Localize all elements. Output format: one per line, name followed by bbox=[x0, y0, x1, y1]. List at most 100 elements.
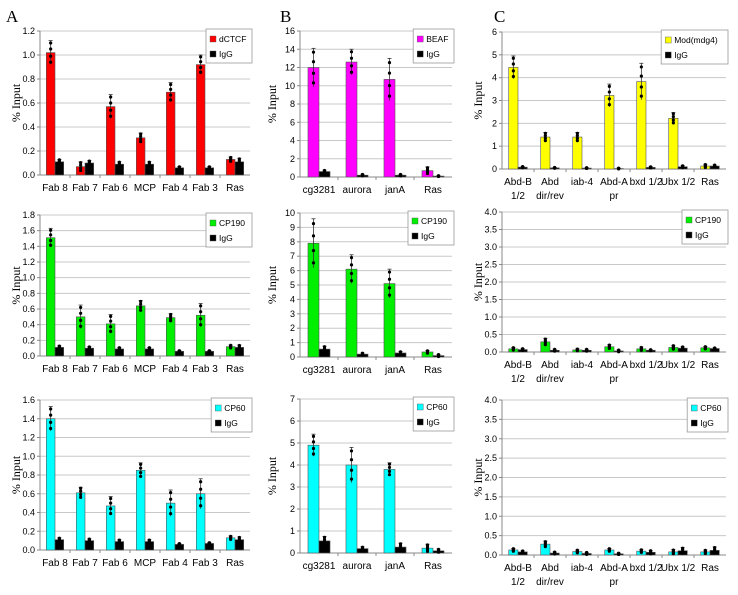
data-point bbox=[425, 171, 430, 176]
legend-label: CP190 bbox=[421, 216, 447, 226]
data-point bbox=[607, 103, 611, 107]
y-tick-label: 1.5 bbox=[484, 492, 497, 502]
x-category-label: Ras bbox=[701, 177, 719, 188]
chart-panel-3: 0 1 2 3 4 5 6 % Input C Abd-B 1/2 Abd dir/rev iab-4 Ab… bbox=[471, 7, 729, 202]
x-category-label: pr bbox=[610, 577, 620, 588]
data-point bbox=[79, 489, 83, 493]
data-point bbox=[109, 95, 113, 99]
data-point bbox=[511, 69, 515, 73]
legend-swatch bbox=[214, 419, 222, 427]
legend-label: IgG bbox=[224, 418, 238, 428]
bar-cp190 bbox=[136, 305, 146, 357]
data-point bbox=[49, 407, 53, 411]
data-point bbox=[311, 261, 316, 265]
legend-swatch bbox=[685, 216, 693, 224]
data-point bbox=[49, 47, 53, 51]
data-point bbox=[109, 101, 113, 105]
data-point bbox=[117, 348, 121, 352]
y-tick-label: 6 bbox=[290, 416, 295, 426]
data-point bbox=[177, 543, 181, 547]
y-axis-label: % Input bbox=[9, 266, 23, 305]
data-point bbox=[109, 496, 113, 501]
chart-panel-1: 0.0 0.2 0.4 0.6 0.8 1.0 1.2 % Input A Fab 8 Fab 7 F… bbox=[6, 7, 253, 194]
y-axis-label: % Input bbox=[9, 455, 23, 494]
data-point bbox=[79, 166, 83, 170]
data-point bbox=[387, 84, 392, 88]
y-tick-label: 1.5 bbox=[484, 295, 497, 305]
data-point bbox=[199, 480, 203, 484]
data-point bbox=[49, 54, 53, 58]
data-point bbox=[79, 311, 83, 315]
data-point bbox=[49, 238, 53, 243]
data-point bbox=[139, 134, 143, 138]
y-tick-label: 5 bbox=[290, 280, 295, 290]
x-category-label: Fab 8 bbox=[42, 183, 68, 194]
data-point bbox=[109, 501, 113, 505]
data-point bbox=[49, 426, 53, 431]
data-point bbox=[349, 477, 354, 481]
data-point bbox=[713, 165, 717, 169]
data-point bbox=[117, 164, 121, 168]
legend-label: IgG bbox=[219, 49, 233, 59]
data-point bbox=[109, 108, 113, 112]
y-tick-label: 9 bbox=[290, 222, 295, 232]
legend-swatch bbox=[411, 232, 419, 240]
data-point bbox=[169, 93, 173, 97]
data-point bbox=[639, 74, 643, 78]
y-tick-label: 1.0 bbox=[22, 451, 35, 461]
y-tick-label: 2 bbox=[290, 323, 295, 333]
x-category-label: Ras bbox=[226, 183, 244, 194]
y-tick-label: 6 bbox=[290, 117, 295, 127]
y-tick-label: 1 bbox=[290, 526, 295, 536]
y-axis-label: % Input bbox=[471, 458, 485, 497]
data-point bbox=[585, 349, 589, 353]
x-category-label: iab-4 bbox=[571, 177, 594, 188]
data-point bbox=[511, 56, 515, 60]
x-category-label: Ras bbox=[701, 360, 719, 371]
data-point bbox=[229, 537, 233, 541]
data-point bbox=[387, 286, 392, 290]
data-point bbox=[199, 504, 203, 508]
data-point bbox=[109, 319, 113, 323]
y-tick-label: 0.2 bbox=[22, 146, 35, 156]
data-point bbox=[139, 137, 143, 141]
data-point bbox=[575, 131, 579, 135]
chart-panel-4: 0.0 0.2 0.4 0.6 0.8 1.0 1.2 1.4 1.6 1.8 % Input Fab… bbox=[9, 210, 253, 375]
data-point bbox=[398, 352, 403, 356]
data-point bbox=[109, 114, 113, 118]
data-point bbox=[109, 314, 113, 318]
x-category-label: Abd-B bbox=[504, 360, 532, 371]
x-category-label: Ubx 1/2 bbox=[661, 177, 696, 188]
data-point bbox=[387, 270, 392, 274]
data-point bbox=[139, 302, 143, 306]
bar-dctcf bbox=[45, 52, 56, 176]
data-point bbox=[169, 505, 173, 509]
legend-swatch bbox=[209, 234, 217, 242]
data-point bbox=[109, 507, 113, 511]
data-point bbox=[387, 469, 392, 473]
x-category-label: Abd-B bbox=[504, 563, 532, 574]
legend-swatch bbox=[209, 35, 217, 43]
data-point bbox=[139, 466, 143, 470]
y-tick-label: 12 bbox=[285, 63, 295, 73]
y-tick-label: 0.0 bbox=[484, 347, 497, 357]
x-category-label: iab-4 bbox=[571, 563, 594, 574]
y-tick-label: 1.6 bbox=[22, 226, 35, 236]
y-tick-label: 2.5 bbox=[484, 260, 497, 270]
data-point bbox=[229, 159, 233, 163]
y-tick-label: 4 bbox=[290, 294, 295, 304]
legend-swatch bbox=[411, 217, 419, 225]
x-category-label: Fab 3 bbox=[192, 558, 218, 569]
bar-cp60 bbox=[76, 492, 86, 551]
y-tick-label: 1.0 bbox=[484, 312, 497, 322]
bar-cp60 bbox=[383, 469, 396, 554]
x-category-label: Fab 4 bbox=[162, 183, 188, 194]
y-tick-label: 0.8 bbox=[22, 288, 35, 298]
x-category-label: aurora bbox=[343, 561, 372, 572]
data-point bbox=[199, 55, 203, 59]
legend-label: dCTCF bbox=[219, 34, 246, 44]
data-point bbox=[87, 347, 91, 352]
x-category-label: Abd-A bbox=[600, 177, 628, 188]
legend-swatch bbox=[691, 404, 698, 412]
x-category-label: Fab 7 bbox=[72, 183, 98, 194]
